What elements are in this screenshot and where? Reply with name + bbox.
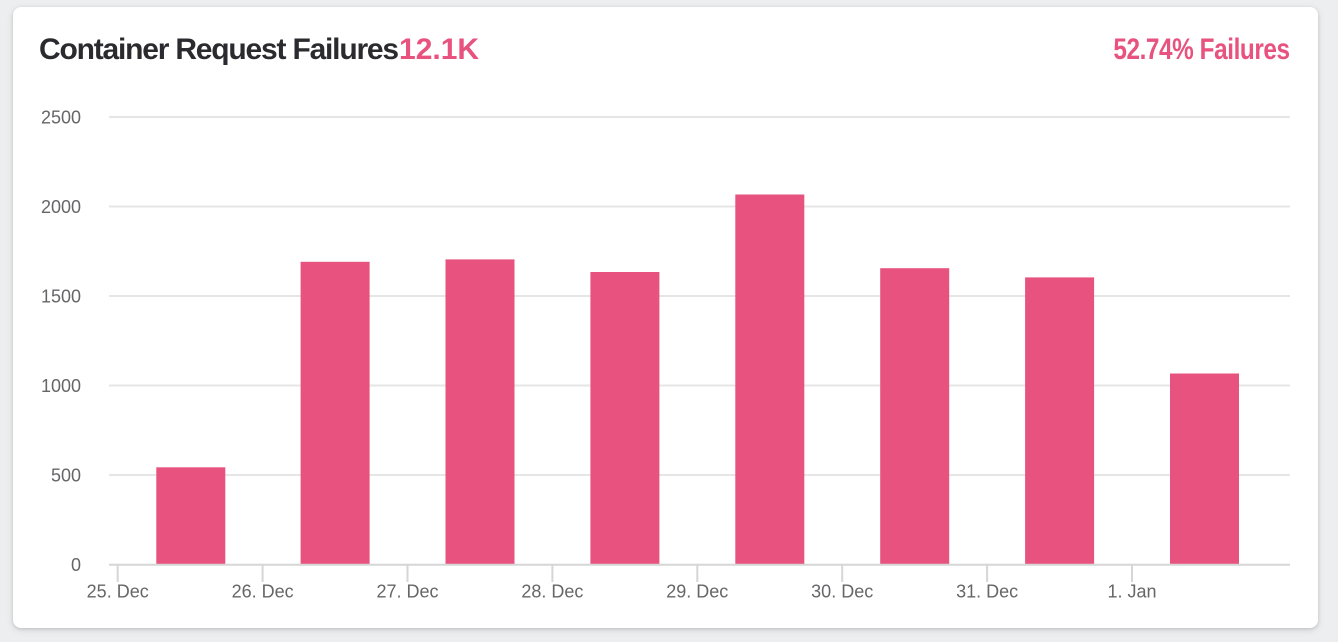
svg-text:0: 0 xyxy=(71,555,81,575)
svg-text:25. Dec: 25. Dec xyxy=(87,581,149,601)
svg-text:31. Dec: 31. Dec xyxy=(956,581,1018,601)
svg-text:29. Dec: 29. Dec xyxy=(666,581,728,601)
svg-text:1000: 1000 xyxy=(41,376,81,396)
svg-text:28. Dec: 28. Dec xyxy=(521,581,583,601)
svg-text:500: 500 xyxy=(51,466,81,486)
svg-text:2500: 2500 xyxy=(41,108,81,128)
svg-text:30. Dec: 30. Dec xyxy=(811,581,873,601)
svg-text:26. Dec: 26. Dec xyxy=(232,581,294,601)
svg-text:27. Dec: 27. Dec xyxy=(376,581,438,601)
svg-text:2000: 2000 xyxy=(41,197,81,217)
svg-text:1. Jan: 1. Jan xyxy=(1107,581,1156,601)
svg-text:1500: 1500 xyxy=(41,287,81,307)
